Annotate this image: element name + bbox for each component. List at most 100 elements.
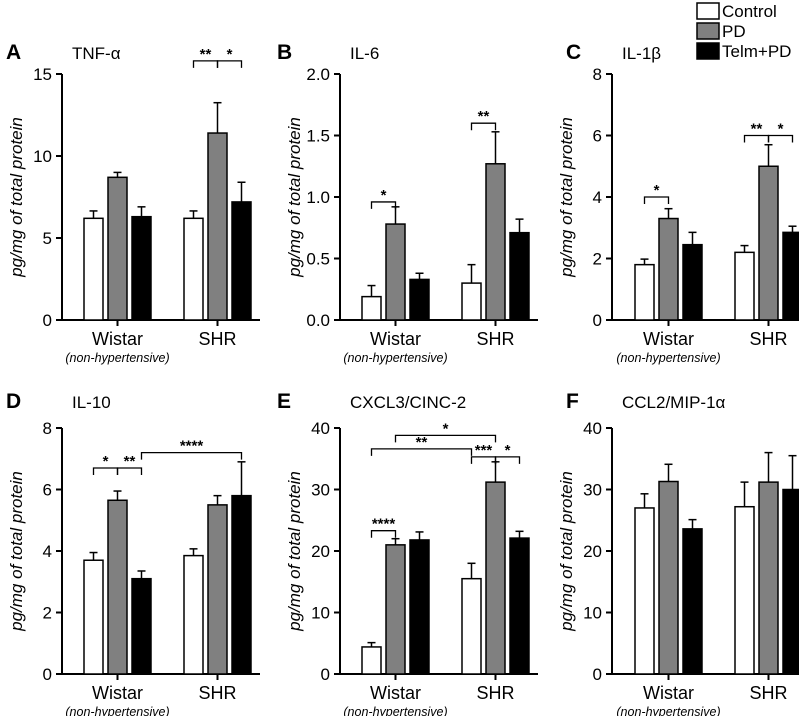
panel-f-y-tick-label: 40	[583, 419, 602, 438]
panel-c-bar-control	[634, 263, 655, 321]
panel-d-category-note: (non-hypertensive)	[65, 705, 169, 716]
panel-b-y-tick-label: 0.0	[306, 311, 330, 330]
panel-b-category-note: (non-hypertensive)	[343, 351, 447, 365]
panel-c-category-note: (non-hypertensive)	[616, 351, 720, 365]
panel-b-category-label: SHR	[476, 329, 514, 349]
panel-d-bar-telm-pd	[231, 494, 252, 675]
panel-f-y-axis-label: pg/mg of total protein	[557, 471, 576, 632]
legend-label-control: Control	[722, 2, 777, 21]
panel-d-y-tick-label: 6	[43, 481, 52, 500]
panel-b-y-tick-label: 2.0	[306, 65, 330, 84]
panel-d-significance-bracket	[140, 451, 243, 460]
panel-e-category-label: SHR	[476, 683, 514, 703]
panel-d-significance-label: **	[124, 453, 136, 470]
panel-d-y-tick-label: 4	[43, 542, 52, 561]
panel-b-y-axis-label: pg/mg of total protein	[285, 117, 304, 278]
panel-e-bar-telm-pd	[509, 537, 530, 675]
panel-f-title: CCL2/MIP-1α	[622, 393, 726, 412]
panel-a-y-axis-label: pg/mg of total protein	[7, 117, 26, 278]
panel-c-y-tick-label: 4	[593, 188, 602, 207]
panel-e-significance-bracket	[370, 448, 473, 456]
panel-b: B IL-6 0.0 0.5 1.0 1.5 2.0 pg/mg of total prote…	[277, 41, 538, 365]
panel-e-significance-bracket	[370, 530, 397, 538]
panel-b-bar-pd	[385, 223, 406, 321]
panel-e-bar-pd	[385, 544, 406, 675]
panel-c-significance-bracket	[767, 134, 794, 143]
panel-c-letter: C	[566, 41, 581, 64]
panel-e-letter: E	[277, 390, 291, 413]
panel-c-y-tick-label: 0	[593, 311, 602, 330]
panel-d-y-tick-label: 8	[43, 419, 52, 438]
panel-a-title: TNF-α	[72, 44, 121, 63]
legend-swatch-control	[696, 2, 720, 20]
panel-f-bar-control	[634, 507, 655, 675]
panel-c-significance-bracket	[643, 196, 670, 204]
panel-d-bar-telm-pd	[131, 577, 152, 675]
legend-label-pd: PD	[722, 22, 746, 41]
panel-b-y-tick-label: 0.5	[306, 250, 330, 269]
panel-c-y-tick-label: 2	[593, 250, 602, 269]
panel-e-y-tick-label: 30	[311, 481, 330, 500]
panel-f-bar-pd	[658, 480, 679, 675]
panel-e-significance-label: ***	[475, 442, 493, 459]
panel-d-y-axis-label: pg/mg of total protein	[7, 471, 26, 632]
panel-b-title: IL-6	[350, 44, 379, 63]
panel-e-category-label: Wistar	[370, 683, 421, 703]
panel-a-significance-bracket	[216, 60, 243, 68]
panel-f-category-note: (non-hypertensive)	[616, 705, 720, 716]
panel-c-significance-label: **	[751, 121, 763, 138]
legend-swatch-telm-pd	[696, 42, 720, 60]
panel-e-title: CXCL3/CINC-2	[350, 393, 466, 412]
panel-a-bar-telm-pd	[231, 201, 252, 321]
panel-e-bar-control	[361, 646, 382, 675]
panel-e-y-tick-label: 20	[311, 542, 330, 561]
panel-c-y-tick-label: 6	[593, 127, 602, 146]
panel-c-bar-telm-pd	[682, 243, 703, 321]
panel-a-bar-pd	[207, 132, 228, 321]
panel-c-category-label: Wistar	[643, 329, 694, 349]
panel-c-significance-label: *	[778, 121, 784, 138]
panel-b-bar-control	[361, 295, 382, 321]
panel-f-category-label: Wistar	[643, 683, 694, 703]
panel-c-bar-pd	[658, 217, 679, 321]
panel-d-category-label: SHR	[198, 683, 236, 703]
panel-b-y-tick-label: 1.5	[306, 127, 330, 146]
panel-e-bar-control	[461, 577, 482, 675]
panel-c-significance-label: *	[654, 182, 660, 199]
panel-e-significance-bracket	[394, 434, 497, 443]
panel-e-y-axis-label: pg/mg of total protein	[285, 471, 304, 632]
panel-e-category-note: (non-hypertensive)	[343, 705, 447, 716]
panel-d-bar-pd	[107, 499, 128, 675]
panel-f-letter: F	[566, 390, 579, 413]
panel-e-significance-label: **	[416, 434, 428, 451]
panel-e-significance-bracket	[494, 456, 521, 464]
panel-a-category-note: (non-hypertensive)	[65, 351, 169, 365]
panel-f-y-tick-label: 30	[583, 481, 602, 500]
panel-b-bar-pd	[485, 163, 506, 321]
panel-a-bar-pd	[107, 176, 128, 321]
panel-d-bar-control	[83, 559, 104, 675]
panel-d-bar-pd	[207, 504, 228, 675]
panel-a: A TNF-α 0 5 10 15 pg/mg of total protein Wistar…	[6, 41, 260, 365]
panel-c-bar-pd	[758, 165, 779, 321]
panel-f-bar-pd	[758, 481, 779, 675]
panel-e-y-tick-label: 0	[321, 665, 330, 684]
panel-b-bar-control	[461, 282, 482, 321]
panel-c-title: IL-1β	[622, 44, 661, 63]
panel-a-category-label: SHR	[198, 329, 236, 349]
panel-f-bar-telm-pd	[682, 528, 703, 675]
panel-e-significance-label: ****	[372, 516, 396, 533]
panel-b-significance-label: *	[381, 187, 387, 204]
panel-e-bar-pd	[485, 481, 506, 675]
panel-e: E CXCL3/CINC-2 0 10 20 30 40 pg/mg of total pro…	[277, 390, 538, 716]
panel-e-significance-label: *	[443, 420, 449, 437]
panel-e-significance-label: *	[505, 442, 511, 459]
panel-a-y-tick-label: 10	[33, 147, 52, 166]
panel-d-significance-label: ****	[180, 438, 204, 455]
panel-d-significance-label: *	[103, 453, 109, 470]
panel-f-bar-telm-pd	[782, 488, 799, 675]
panel-d: D IL-10 0 2 4 6 8 pg/mg of total protein Wistar S…	[6, 390, 260, 716]
panel-f-y-tick-label: 10	[583, 604, 602, 623]
panel-d-y-tick-label: 0	[43, 665, 52, 684]
